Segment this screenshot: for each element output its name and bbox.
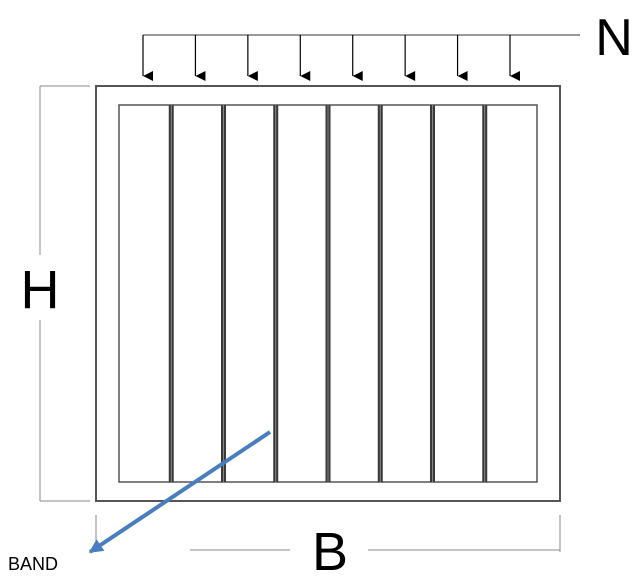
width-dimension (95, 515, 561, 552)
height-label-h: H (21, 260, 60, 320)
load-label-n: N (595, 9, 633, 67)
width-label-b: B (312, 522, 348, 581)
bands (168, 105, 488, 482)
load-arrows (142, 35, 520, 81)
band-pointer-arrow (88, 430, 272, 554)
height-dimension (39, 85, 90, 502)
band-label: BAND (8, 554, 58, 574)
distributed-load (142, 34, 580, 81)
